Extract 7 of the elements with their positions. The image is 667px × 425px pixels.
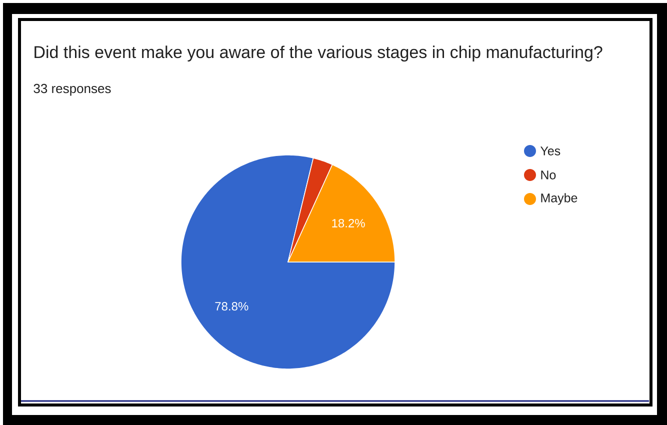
text: 33 responses: [34, 84, 111, 96]
legend-label: Maybe: [541, 193, 578, 205]
data-label: 18.2%: [332, 218, 365, 228]
legend-label: Yes: [540, 146, 560, 156]
chart-title: Did this event make you aware of the various stages in chip manufacturing?: [34, 46, 602, 62]
data-label: 78.8%: [215, 302, 248, 311]
legend-label: No: [541, 170, 556, 180]
